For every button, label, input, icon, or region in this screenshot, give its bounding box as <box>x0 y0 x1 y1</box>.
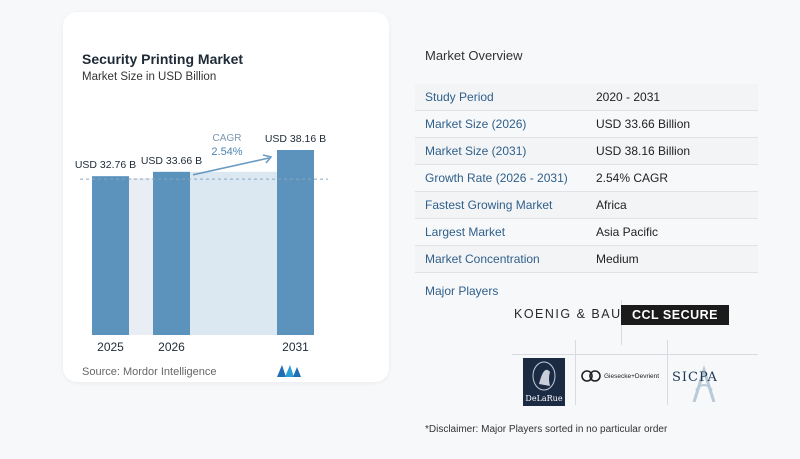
overview-value: Africa <box>596 198 627 212</box>
overview-row: Market Size (2026) USD 33.66 Billion <box>415 111 758 138</box>
gd-label: Giesecke+Devrient <box>604 372 660 380</box>
x-tick-label: 2031 <box>282 340 309 354</box>
giesecke-devrient-logo: Giesecke+Devrient <box>581 370 659 382</box>
bar-2031 <box>277 150 314 335</box>
overview-label: Fastest Growing Market <box>425 198 553 212</box>
overview-value: USD 33.66 Billion <box>596 117 691 131</box>
overview-row: Fastest Growing Market Africa <box>415 192 758 219</box>
bar-value-label: USD 38.16 B <box>265 133 326 145</box>
x-tick-label: 2026 <box>158 340 185 354</box>
cagr-highlight-region <box>190 171 277 335</box>
overview-value: 2.54% CAGR <box>596 171 669 185</box>
overview-value: USD 38.16 Billion <box>596 144 691 158</box>
chart-source: Source: Mordor Intelligence <box>82 366 217 378</box>
overview-label: Largest Market <box>425 225 506 239</box>
cagr-value: 2.54% <box>211 146 242 158</box>
overview-label: Study Period <box>425 90 494 104</box>
overview-value: Asia Pacific <box>596 225 659 239</box>
overview-label: Market Concentration <box>425 252 540 266</box>
logo-divider <box>512 354 758 355</box>
chart-title: Security Printing Market <box>82 51 244 67</box>
overview-title: Market Overview <box>425 48 523 63</box>
ccl-secure-logo: CCL SECURE <box>621 305 729 325</box>
cagr-label: CAGR <box>213 133 242 144</box>
delarue-logo: DeLaRue <box>523 358 565 406</box>
bar-chart: USD 32.76 B 2025 USD 33.66 B 2026 USD 38.16 … <box>75 133 328 354</box>
delarue-portrait-icon <box>532 361 556 391</box>
bar-2025 <box>92 176 129 335</box>
gap-region <box>129 178 153 335</box>
cagr-arrow <box>192 157 270 176</box>
sicpa-mark-icon <box>692 364 716 402</box>
sicpa-label: SICPA <box>672 370 718 385</box>
overview-row: Study Period 2020 - 2031 <box>415 84 758 111</box>
overview-row: Market Size (2031) USD 38.16 Billion <box>415 138 758 165</box>
logo-divider <box>667 340 668 405</box>
overview-label: Market Size (2031) <box>425 144 527 158</box>
overview-row: Largest Market Asia Pacific <box>415 219 758 246</box>
sicpa-logo: SICPA <box>672 364 718 402</box>
overview-value: Medium <box>596 252 639 266</box>
overview-row: Growth Rate (2026 - 2031) 2.54% CAGR <box>415 165 758 192</box>
major-players-title: Major Players <box>425 284 499 298</box>
bar-value-label: USD 33.66 B <box>141 155 202 167</box>
x-tick-label: 2025 <box>97 340 124 354</box>
overview-label: Growth Rate (2026 - 2031) <box>425 171 568 185</box>
gd-mark-icon <box>581 370 601 382</box>
mordor-logo-icon <box>277 365 301 377</box>
disclaimer: *Disclaimer: Major Players sorted in no … <box>425 424 668 435</box>
overview-label: Market Size (2026) <box>425 117 527 131</box>
delarue-label: DeLaRue <box>525 394 563 403</box>
chart-subtitle: Market Size in USD Billion <box>82 71 217 83</box>
overview-value: 2020 - 2031 <box>596 90 661 104</box>
bar-2026 <box>153 171 190 335</box>
cagr-arrowhead <box>262 154 273 164</box>
bar-value-label: USD 32.76 B <box>75 159 136 171</box>
koenig-bauer-logo: KOENIG & BAUER <box>514 307 642 321</box>
logo-divider <box>575 340 576 405</box>
overview-row: Market Concentration Medium <box>415 246 758 273</box>
